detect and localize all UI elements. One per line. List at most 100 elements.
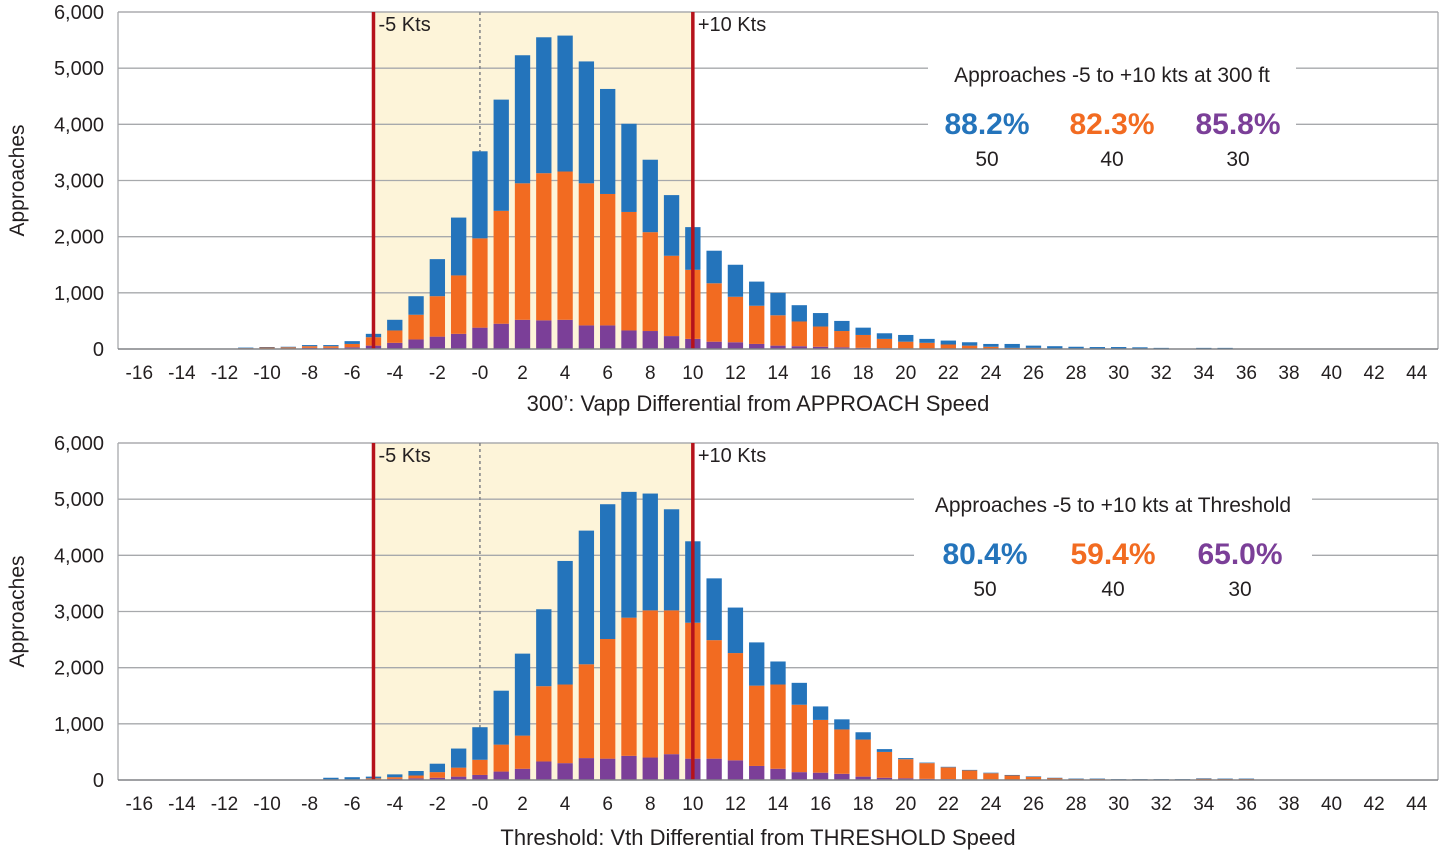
annotation-title: Approaches -5 to +10 kts at 300 ft: [954, 64, 1270, 87]
x-tick-label: 20: [895, 363, 916, 384]
bar-series-50-x29: [1089, 778, 1106, 780]
reference-line-label: -5 Kts: [378, 445, 430, 467]
bar-series-40-x22: [940, 767, 956, 780]
bar-series-30-x8: [642, 331, 658, 349]
bar-series-30-x13: [749, 765, 765, 780]
x-tick-label: 32: [1151, 794, 1172, 815]
y-tick-label: 2,000: [54, 658, 104, 680]
bar-series-40-x-1: [450, 767, 467, 777]
x-tick-label: 42: [1364, 794, 1385, 815]
bar-series-50-x2: [514, 653, 531, 736]
bar-series-50-x-4: [387, 319, 403, 331]
x-tick-label: 28: [1065, 794, 1086, 815]
x-tick-label: 36: [1236, 363, 1257, 384]
bar-series-40-x9: [663, 610, 680, 755]
bar-series-40-x21: [919, 763, 935, 779]
y-tick-label: 5,000: [54, 58, 104, 80]
annotation-percent: 88.2%: [944, 108, 1029, 141]
x-tick-label: 28: [1065, 363, 1086, 384]
bar-series-50-x12: [727, 264, 744, 297]
bar-series-50-x23: [961, 342, 978, 346]
bar-series-50-x23: [961, 769, 978, 771]
bar-series-40-x8: [642, 610, 658, 758]
x-tick-label: 44: [1406, 363, 1428, 384]
bar-series-40-x-3: [408, 775, 424, 779]
x-tick-label: 30: [1108, 363, 1129, 384]
bar-series-40-x6: [600, 639, 616, 759]
annotation-series-label: 40: [1100, 148, 1123, 171]
bar-series-30-x-4: [387, 342, 403, 349]
bar-series-50-x18: [855, 327, 871, 335]
bar-series-40-x-10: [259, 347, 275, 349]
bar-series-30-x7: [621, 755, 637, 780]
x-tick-label: 26: [1023, 363, 1044, 384]
bar-series-50-x9: [663, 195, 680, 256]
bar-series-40-x-7: [323, 346, 339, 348]
bar-series-30-x9: [663, 754, 680, 780]
bar-series-40-x20: [898, 341, 914, 349]
bar-series-50-x-6: [344, 777, 360, 780]
bar-series-40-x11: [706, 283, 722, 342]
x-tick-label: 18: [853, 794, 874, 815]
x-tick-label: 20: [895, 794, 916, 815]
x-tick-label: 44: [1406, 794, 1428, 815]
bar-series-40-x-2: [429, 296, 446, 337]
bar-series-50-x19: [876, 333, 893, 339]
bar-series-30-x11: [706, 341, 722, 349]
x-tick-label: -0: [471, 794, 488, 815]
bar-series-50-x25: [1004, 343, 1020, 348]
annotation-percent: 80.4%: [942, 538, 1027, 571]
x-tick-label: 8: [645, 794, 656, 815]
bar-series-30-x16: [812, 772, 829, 780]
bar-series-50-x36: [1238, 778, 1255, 780]
bar-series-40-x23: [961, 345, 978, 349]
bar-series-40-x24: [983, 773, 999, 780]
bar-series-40-x16: [812, 326, 829, 347]
x-tick-label: 34: [1193, 794, 1215, 815]
bar-series-50-x0: [472, 151, 488, 239]
bar-series-50-x3: [536, 37, 552, 174]
y-tick-label: 1,000: [54, 714, 104, 736]
x-tick-label: 10: [682, 363, 703, 384]
bar-series-50-x-9: [280, 346, 296, 348]
bar-series-40-x2: [514, 183, 531, 320]
bar-series-50-x-2: [429, 259, 446, 297]
x-tick-label: 26: [1023, 794, 1044, 815]
bar-series-40-x0: [472, 238, 488, 328]
bar-series-50-x12: [727, 607, 744, 654]
x-tick-label: -12: [211, 794, 238, 815]
bar-series-30-x18: [855, 776, 871, 780]
bar-series-30-x0: [472, 327, 488, 349]
x-tick-label: 34: [1193, 363, 1215, 384]
bar-series-40-x3: [536, 686, 552, 762]
bar-series-30-x13: [749, 343, 765, 349]
bar-series-50-x-1: [450, 217, 467, 276]
annotation-percent: 65.0%: [1197, 538, 1282, 571]
annotation-percent: 82.3%: [1069, 108, 1154, 141]
x-tick-label: 16: [810, 794, 831, 815]
bar-series-40-x12: [727, 653, 744, 761]
x-tick-label: -10: [253, 363, 280, 384]
x-tick-label: -14: [168, 794, 196, 815]
bar-series-50-x-6: [344, 341, 360, 344]
bar-series-50-x-10: [259, 347, 275, 348]
y-tick-label: 6,000: [54, 433, 104, 455]
bar-series-50-x7: [621, 491, 637, 618]
x-axis-title: 300’: Vapp Differential from APPROACH Sp…: [527, 391, 990, 416]
x-tick-label: 4: [560, 363, 571, 384]
bar-series-50-x5: [578, 61, 595, 184]
y-axis-title: Approaches: [6, 555, 29, 667]
bar-series-30-x11: [706, 758, 722, 780]
reference-line-label: +10 Kts: [698, 14, 766, 36]
bar-series-40-x1: [493, 210, 509, 324]
bar-series-40-x-4: [387, 330, 403, 343]
bar-series-50-x8: [642, 493, 658, 611]
bar-series-40-x13: [749, 305, 765, 344]
bar-series-50-x4: [557, 560, 573, 685]
bar-series-50-x14: [770, 292, 786, 316]
bar-series-50-x-3: [408, 296, 424, 315]
bar-series-40-x22: [940, 344, 956, 349]
bar-series-50-x13: [749, 281, 765, 306]
